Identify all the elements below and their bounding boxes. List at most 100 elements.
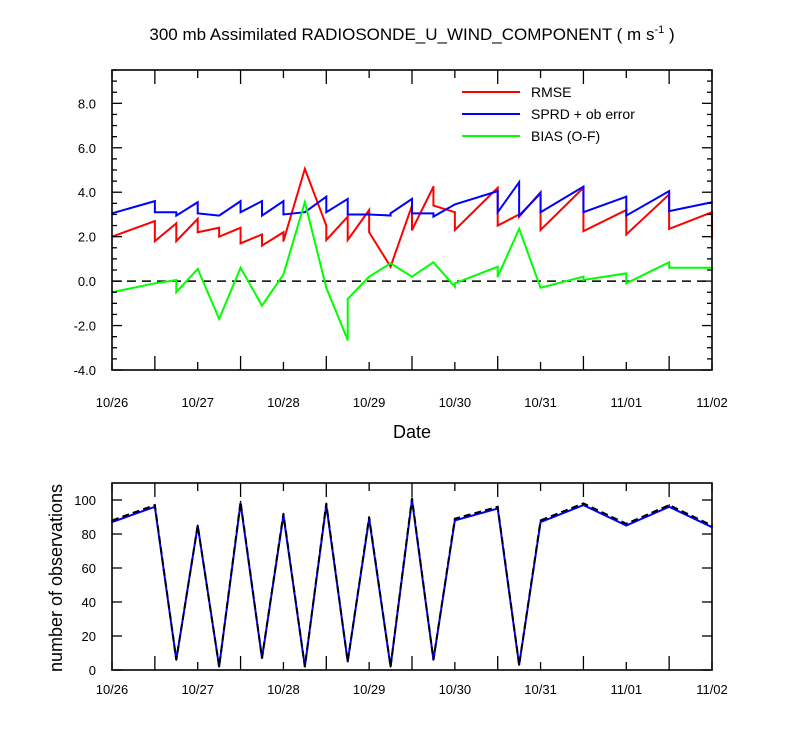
top-series-3-point	[175, 279, 178, 281]
top-x-tick-label: 11/01	[610, 395, 642, 410]
bottom-series-1-point	[668, 505, 671, 508]
bottom-x-tick-label: 10/30	[439, 682, 472, 697]
bottom-series-2-point	[389, 665, 392, 668]
top-series-1-point	[453, 211, 456, 214]
bottom-x-tick-label: 11/02	[696, 682, 728, 697]
top-series-2-point	[625, 195, 628, 198]
top-series-2-point	[346, 197, 349, 200]
top-series-3-point	[539, 286, 542, 289]
top-series-1-point	[368, 209, 371, 211]
top-x-tick-label: 10/27	[181, 395, 214, 410]
top-series-2-point	[668, 210, 671, 213]
top-y-tick-label: 4.0	[78, 185, 96, 200]
top-series-3-point	[496, 265, 499, 268]
top-series-1-point	[239, 226, 242, 229]
top-series-line-2	[111, 179, 713, 219]
bottom-series-2-point	[453, 517, 456, 520]
top-x-tick-label: 10/28	[267, 395, 300, 410]
top-series-1-point	[325, 239, 328, 241]
top-series-2-point	[303, 211, 306, 214]
top-series-1-point	[539, 229, 542, 231]
top-series-1-point	[346, 215, 349, 218]
bottom-ticks-group: 10/26 10/27 10/28 10/29 10/30 10/31 11/01 11/02…	[74, 483, 728, 697]
bottom-panel: 10/26 10/27 10/28 10/29 10/30 10/31 11/01 11/02…	[46, 482, 728, 697]
top-series-2-point	[175, 214, 178, 217]
top-series-line-3	[111, 198, 712, 341]
top-series-2-point	[411, 212, 413, 215]
bottom-series-2-point	[668, 504, 671, 506]
top-series-1-point	[196, 231, 199, 234]
top-series-3-point	[625, 282, 628, 285]
bottom-y-tick-label: 80	[82, 527, 96, 542]
top-x-tick-label: 10/29	[353, 395, 386, 410]
top-series-3-point	[582, 275, 585, 278]
legend-label-3: BIAS (O-F)	[531, 128, 600, 144]
top-series-3-point	[411, 275, 413, 278]
top-y-tick-label: 8.0	[78, 96, 96, 111]
top-series-2-point	[411, 197, 413, 200]
bottom-series-2-point	[582, 502, 585, 505]
bottom-series-2-point	[325, 502, 328, 505]
top-series-3-point	[668, 266, 671, 269]
bottom-series-2-point	[239, 500, 242, 503]
top-x-tick-label: 10/31	[524, 395, 557, 410]
bottom-x-tick-label: 10/31	[524, 682, 557, 697]
top-y-tick-label: 0.0	[78, 274, 96, 289]
top-series-2-point	[518, 181, 521, 184]
top-series-1-point	[325, 224, 328, 227]
top-series-1-point	[496, 224, 499, 227]
top-series-3-point	[325, 286, 328, 289]
bottom-series-2-point	[196, 524, 199, 527]
bottom-series-1-point	[539, 521, 542, 523]
top-series-2-point	[196, 201, 199, 204]
top-series-2-point	[368, 213, 371, 216]
top-y-tick-label: -4.0	[74, 363, 96, 378]
top-series-2-point	[389, 214, 392, 217]
top-series-3-point	[218, 317, 221, 320]
bottom-series-2-point	[346, 660, 349, 663]
top-series-2-point	[346, 213, 349, 216]
top-series-2-point	[325, 211, 328, 214]
chart-title-units-superscript: -1	[654, 24, 664, 36]
top-series-group	[111, 165, 713, 341]
top-series-3-point	[303, 201, 306, 204]
bottom-series-2-point	[625, 522, 628, 525]
top-series-2-point	[432, 215, 435, 218]
bottom-y-tick-label: 60	[82, 561, 96, 576]
top-series-2-point	[196, 212, 199, 215]
bottom-x-tick-label: 10/29	[353, 682, 386, 697]
top-series-1-point	[625, 233, 628, 236]
top-series-1-point	[668, 227, 671, 230]
bottom-series-2-point	[303, 665, 306, 668]
top-x-tick-label: 11/02	[696, 395, 728, 410]
bottom-x-tick-label: 10/26	[96, 682, 129, 697]
top-series-2-point	[218, 214, 221, 217]
top-series-2-point	[453, 203, 456, 206]
bottom-x-tick-label: 10/27	[181, 682, 214, 697]
top-series-3-point	[453, 285, 456, 288]
legend-label-2: SPRD + ob error	[531, 106, 635, 122]
top-series-2-point	[496, 190, 499, 193]
top-series-2-point	[625, 214, 628, 217]
top-series-1-point	[411, 229, 413, 231]
top-series-3-point	[625, 272, 628, 275]
top-x-tick-label: 10/26	[96, 395, 129, 410]
bottom-plot-frame	[111, 482, 713, 671]
bottom-series-2-point	[368, 516, 371, 518]
bottom-series-2-point	[261, 657, 263, 659]
top-series-2-point	[518, 214, 521, 217]
bottom-series-group	[111, 497, 713, 668]
top-series-2-point	[432, 212, 435, 215]
top-series-1-point	[261, 233, 263, 236]
top-series-2-point	[282, 200, 285, 203]
bottom-y-tick-label: 20	[82, 629, 96, 644]
top-series-2-point	[153, 200, 156, 203]
top-series-1-point	[196, 217, 199, 220]
top-series-1-point	[218, 226, 221, 229]
top-series-1-point	[432, 185, 435, 188]
top-series-3-point	[282, 273, 285, 276]
top-series-2-point	[175, 211, 178, 214]
top-series-2-point	[282, 213, 285, 216]
bottom-series-2-point	[153, 504, 156, 506]
